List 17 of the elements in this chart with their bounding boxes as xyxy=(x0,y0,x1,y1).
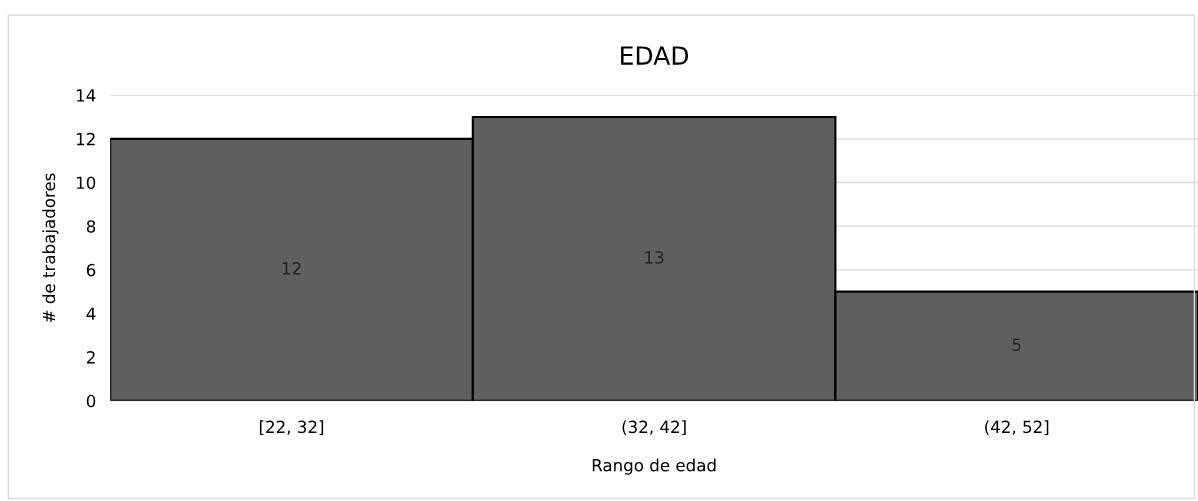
data-label: 13 xyxy=(645,251,664,264)
y-tick-label: 12 xyxy=(76,132,95,146)
data-label: 12 xyxy=(282,262,301,275)
y-tick-label: 6 xyxy=(86,263,96,277)
chart-title: EDAD xyxy=(621,46,689,65)
y-tick-label: 0 xyxy=(86,394,96,408)
y-tick-label: 10 xyxy=(76,176,96,190)
y-tick-label: 2 xyxy=(86,351,95,364)
x-axis-title: Rango de edad xyxy=(592,458,716,475)
x-tick-label: [22, 32] xyxy=(259,420,324,436)
y-tick-label: 8 xyxy=(86,220,96,233)
data-label: 5 xyxy=(1012,338,1021,352)
x-tick-label: (42, 52] xyxy=(985,420,1049,436)
y-axis-title: # de trabajadores xyxy=(42,173,59,323)
y-tick-label: 4 xyxy=(86,307,96,320)
x-tick-label: (32, 42] xyxy=(622,420,686,436)
y-tick-label: 14 xyxy=(76,89,96,102)
